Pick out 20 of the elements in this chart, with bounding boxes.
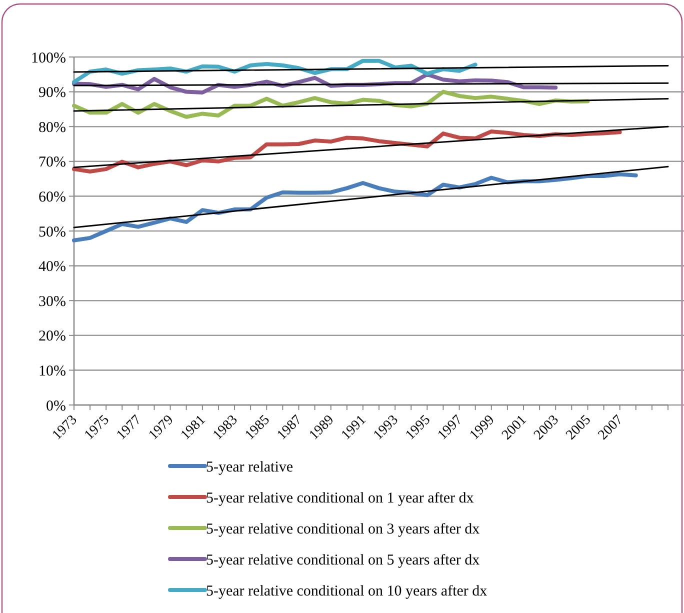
y-tick-label: 30% [38,294,66,310]
line-series [72,129,622,174]
legend-label: 5-year relative conditional on 1 year after dx [206,490,474,506]
x-tick-label: 1981 [178,412,209,444]
y-tick-label: 70% [38,154,66,171]
y-tick-label: 100% [31,50,66,66]
y-tick-label: 0% [46,398,66,414]
y-tick-label: 20% [38,328,66,345]
y-tick-label: 60% [38,189,66,206]
legend-label: 5-year relative conditional on 5 years after dx [206,552,480,568]
y-tick-label: 80% [38,120,66,136]
y-tick-label: 10% [38,363,66,380]
line-series [72,172,638,242]
y-tick-label: 90% [38,85,66,102]
legend-label: 5-year relative conditional on 3 years after dx [206,521,480,538]
legend-label: 5-year relative conditional on 10 years after dx [206,583,488,600]
y-tick-label: 50% [38,224,66,240]
legend-label: 5-year relative [206,459,294,476]
x-tick-label: 1991 [338,412,370,444]
y-tick-label: 40% [38,259,66,276]
